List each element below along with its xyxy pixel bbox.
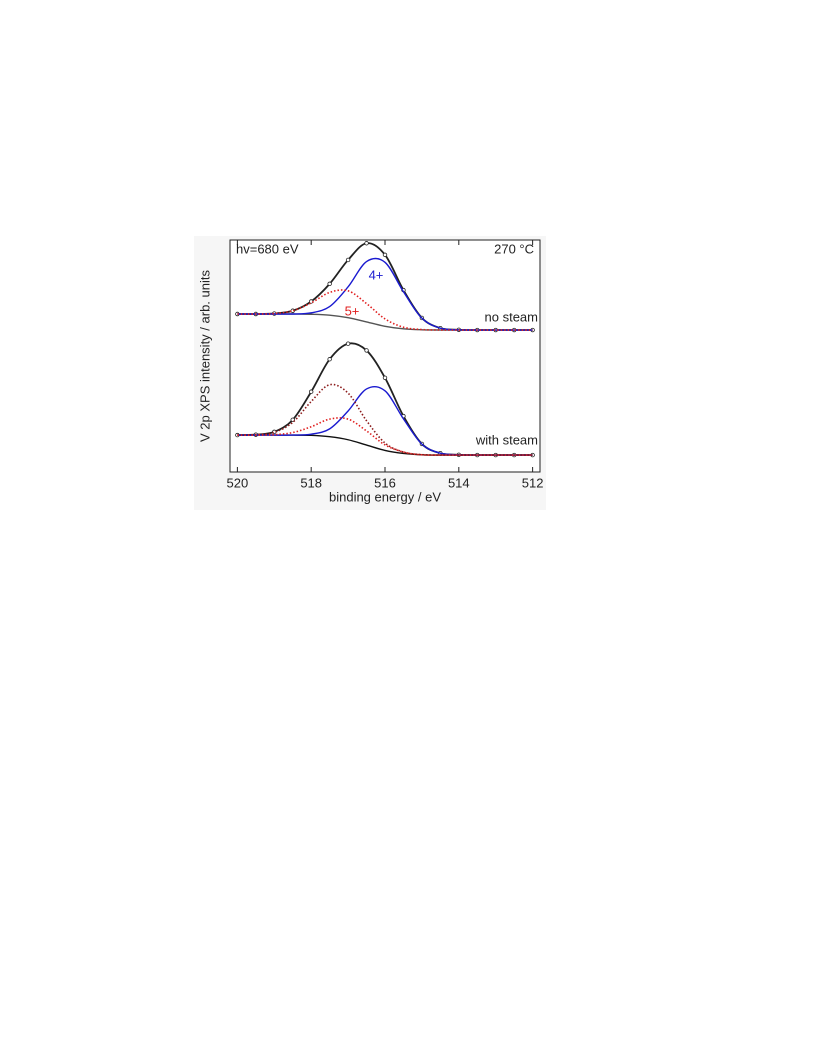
data-point [327,281,332,287]
data-point [345,341,351,346]
x-tick-label: 518 [300,475,322,490]
annotation: 5+ [345,303,360,318]
annotation: hv=680 eV [236,241,299,256]
fit-line [237,417,533,456]
x-tick-label: 512 [522,475,544,490]
plot-frame [229,239,541,473]
data-point [327,357,332,362]
data-point [345,257,351,263]
annotation: 270 °C [494,241,534,256]
fit-line [237,383,533,456]
data-point [382,252,388,258]
data-point [382,375,388,381]
fit-line [237,257,533,331]
data-point [364,241,369,246]
data-point [308,389,314,394]
fit-line [237,289,533,331]
x-tick-label: 516 [374,475,396,490]
y-axis-label: V 2p XPS intensity / arb. units [197,270,212,442]
annotation: with steam [475,432,538,447]
annotation: no steam [485,309,538,324]
x-tick-label: 514 [448,475,470,490]
annotation: 4+ [369,267,384,282]
x-axis-label: binding energy / eV [329,489,441,504]
x-tick-label: 520 [227,475,249,490]
data-point [364,348,369,353]
